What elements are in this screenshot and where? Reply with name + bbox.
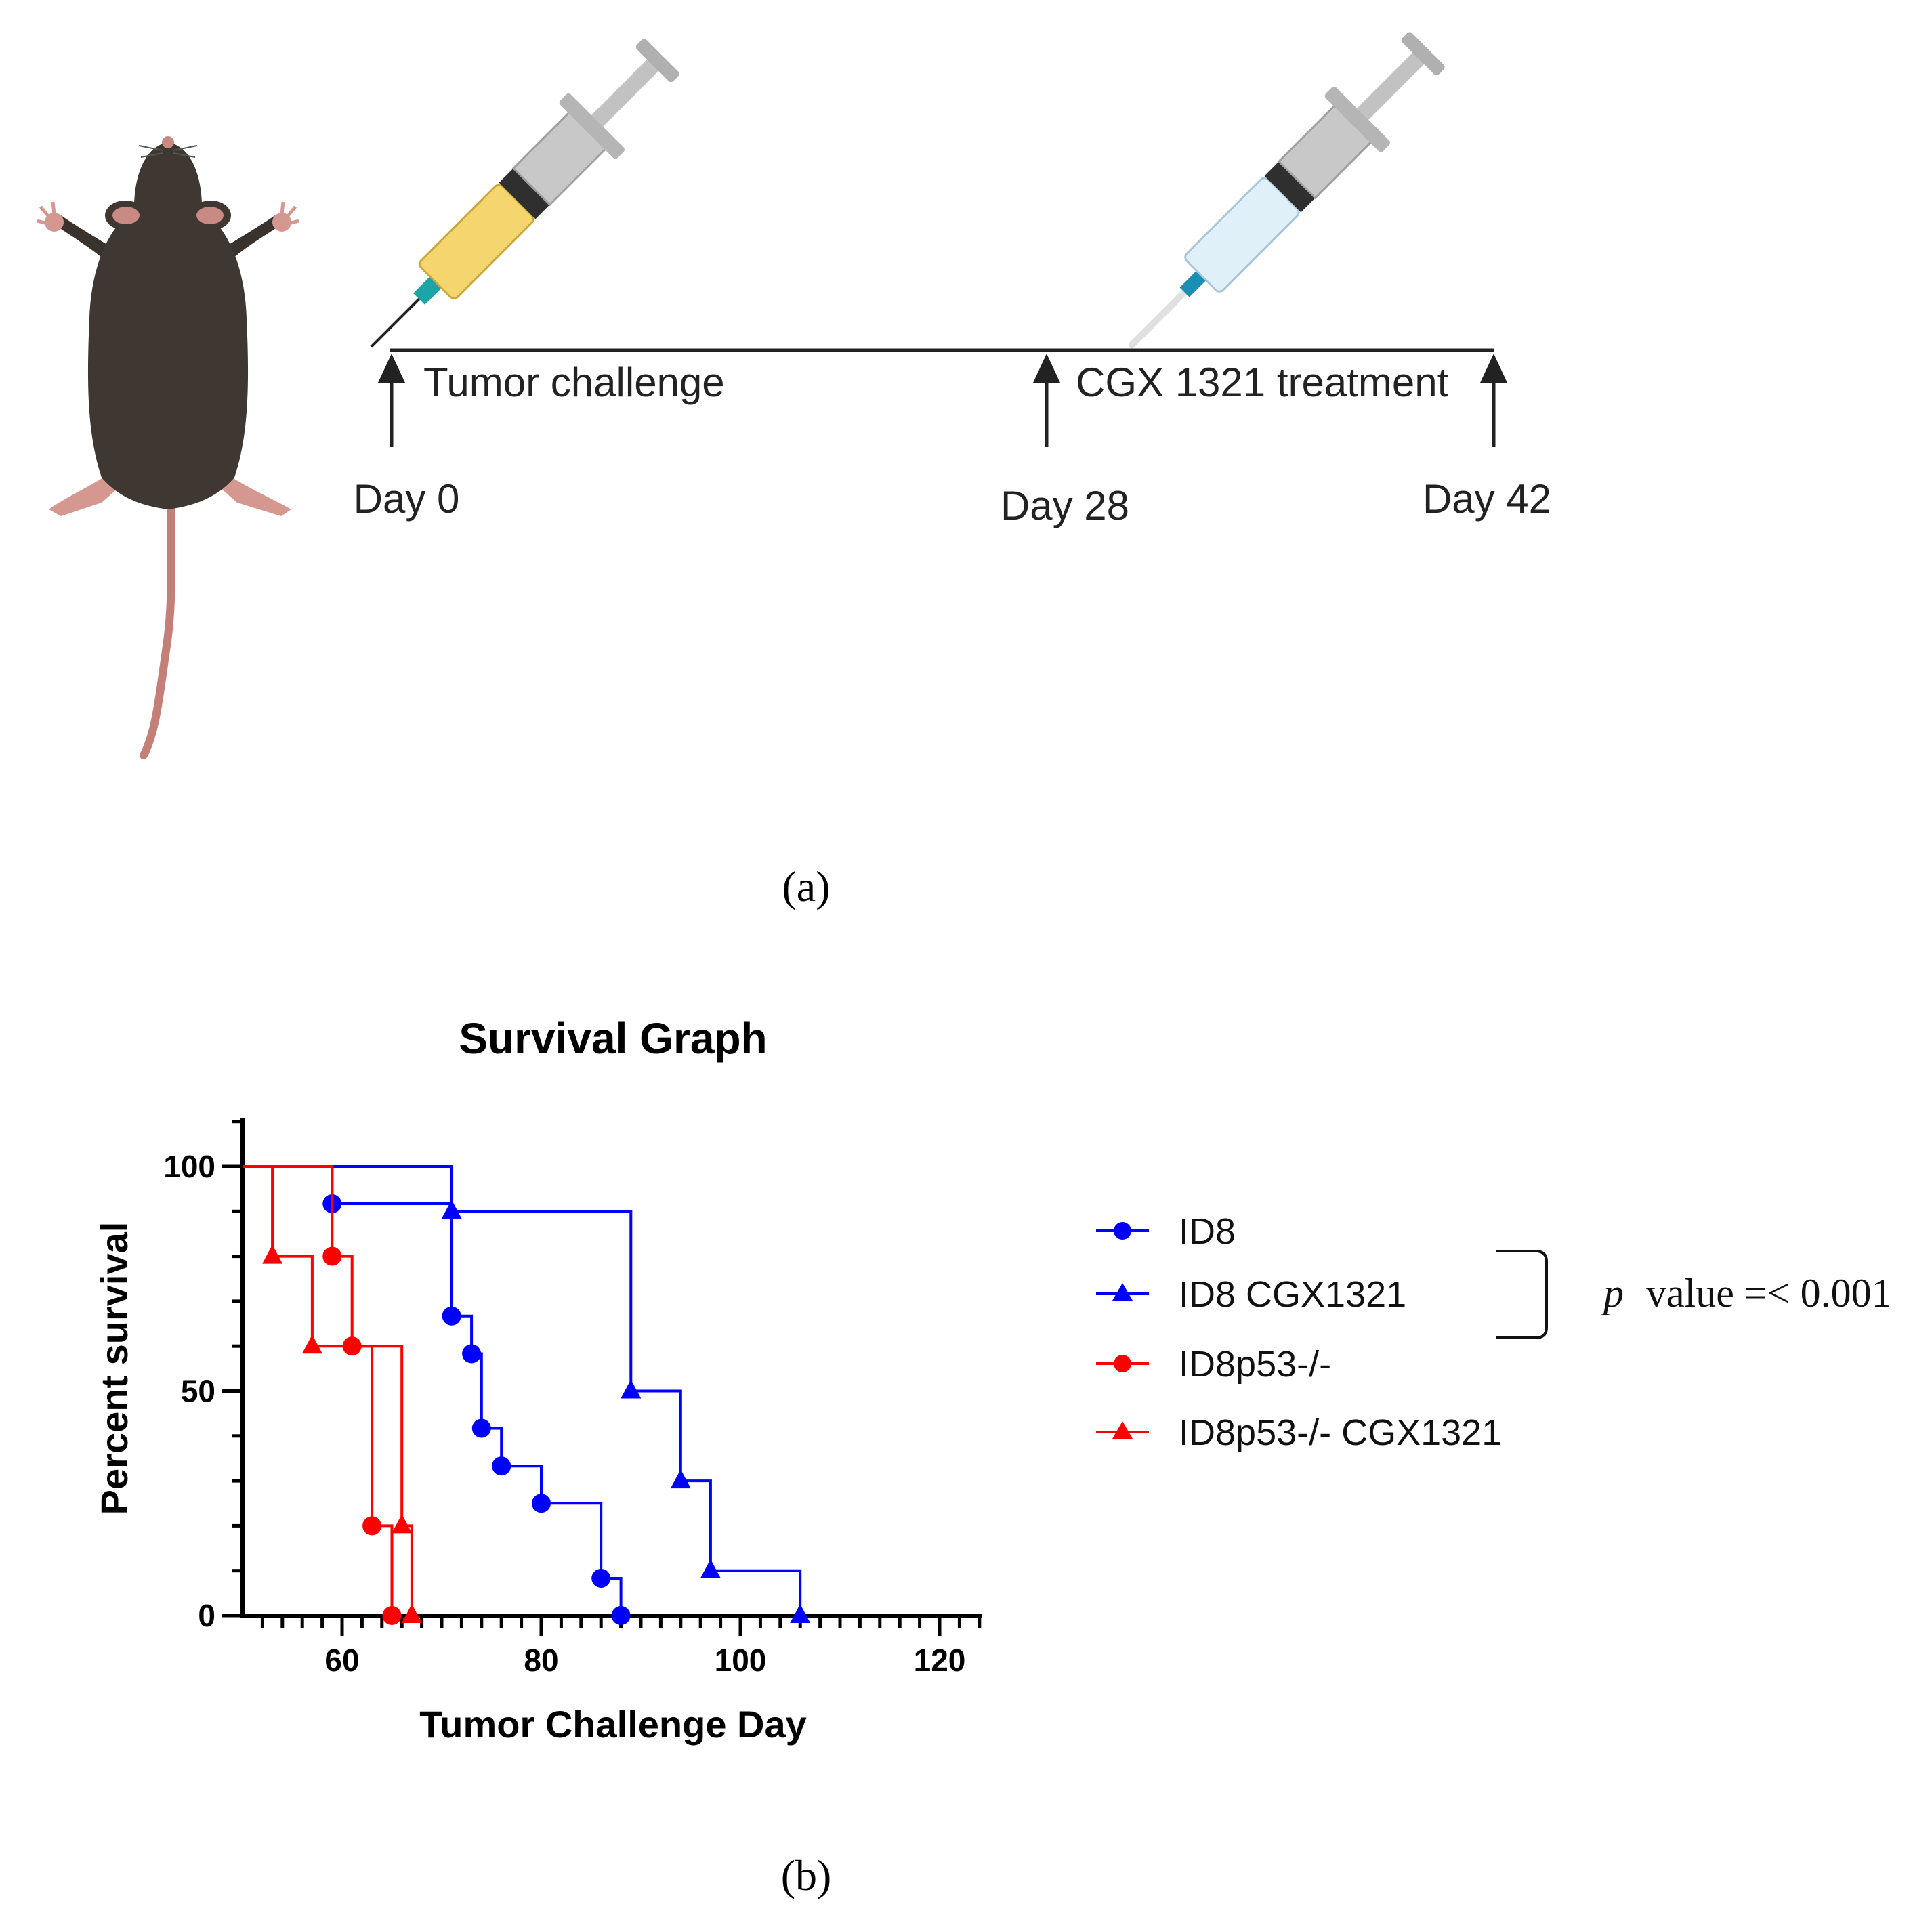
data-point (700, 1559, 721, 1578)
panel-a: Tumor challenge CGX 1321 treatment Day 0… (37, 32, 1551, 910)
legend: ID8 ID8 CGX1321 ID8p53-/- ID8p53-/- CGX1… (1096, 1211, 1502, 1453)
data-point (262, 1244, 283, 1264)
y-axis-title: Percent survival (93, 1222, 135, 1515)
data-point (382, 1606, 402, 1625)
data-point (790, 1604, 811, 1623)
timeline-arrow (1033, 354, 1060, 447)
p-value-annotation: p value =< 0.001 (1601, 1271, 1892, 1315)
x-tick-label: 100 (715, 1643, 767, 1678)
y-tick-label: 0 (198, 1598, 215, 1633)
data-point (492, 1456, 511, 1476)
survival-line-1 (243, 1165, 802, 1616)
timeline-arrow (1480, 354, 1507, 447)
survival-series (243, 1165, 811, 1625)
legend-label: ID8p53-/- CGX1321 (1179, 1412, 1502, 1453)
data-point (401, 1604, 422, 1623)
event-label-treatment: CGX 1321 treatment (1076, 360, 1449, 405)
legend-item-id8p53-cgx1321: ID8p53-/- CGX1321 (1096, 1412, 1502, 1453)
legend-label: ID8 CGX1321 (1179, 1274, 1406, 1315)
legend-item-id8-cgx1321: ID8 CGX1321 (1096, 1274, 1406, 1315)
day-label-0: Day 0 (354, 476, 460, 522)
y-axis-ticks (222, 1120, 243, 1618)
syringe-icon (1128, 32, 1445, 349)
panel-label-a: (a) (782, 862, 830, 910)
data-point (621, 1379, 642, 1399)
x-axis-ticks (260, 1616, 982, 1636)
x-tick-label: 80 (524, 1643, 558, 1678)
day-label-42: Day 42 (1423, 476, 1551, 522)
y-tick-label: 100 (163, 1149, 215, 1184)
survival-line-2 (243, 1165, 394, 1616)
legend-marker (1114, 1222, 1131, 1240)
legend-item-id8p53: ID8p53-/- (1096, 1344, 1331, 1385)
chart-title: Survival Graph (459, 1014, 767, 1063)
event-label-tumor-challenge: Tumor challenge (423, 360, 725, 405)
p-value-text: value =< 0.001 (1646, 1271, 1892, 1315)
x-tick-label: 120 (914, 1643, 966, 1678)
x-axis-title: Tumor Challenge Day (419, 1703, 807, 1746)
p-symbol: p (1601, 1271, 1624, 1315)
day-label-28: Day 28 (1001, 483, 1129, 528)
timeline-arrow (378, 354, 405, 447)
data-point (611, 1606, 631, 1625)
legend-marker (1112, 1283, 1133, 1301)
legend-label: ID8 (1179, 1211, 1236, 1252)
survival-line-3 (243, 1165, 413, 1616)
legend-item-id8: ID8 (1096, 1211, 1236, 1252)
panel-b: Survival Graph Percent survival Tumor Ch… (93, 1014, 1892, 1899)
data-point (441, 1200, 462, 1219)
legend-label: ID8p53-/- (1179, 1344, 1331, 1385)
data-point (442, 1306, 461, 1326)
data-point (301, 1334, 322, 1354)
data-point (322, 1246, 342, 1266)
data-point (462, 1344, 482, 1364)
data-point (670, 1469, 691, 1489)
y-tick-label: 50 (181, 1374, 215, 1409)
data-point (532, 1494, 551, 1513)
x-tick-label: 60 (324, 1643, 359, 1678)
mouse-illustration (37, 136, 299, 759)
data-point (392, 1514, 413, 1534)
legend-marker (1112, 1421, 1133, 1439)
syringe-icon (370, 39, 679, 348)
survival-line-0 (243, 1165, 623, 1616)
data-point (471, 1418, 491, 1438)
chart-axes (240, 1118, 982, 1618)
significance-bracket (1496, 1250, 1548, 1339)
legend-marker (1114, 1355, 1131, 1372)
data-point (362, 1516, 382, 1536)
data-point (591, 1568, 611, 1588)
panel-label-b: (b) (781, 1851, 832, 1899)
